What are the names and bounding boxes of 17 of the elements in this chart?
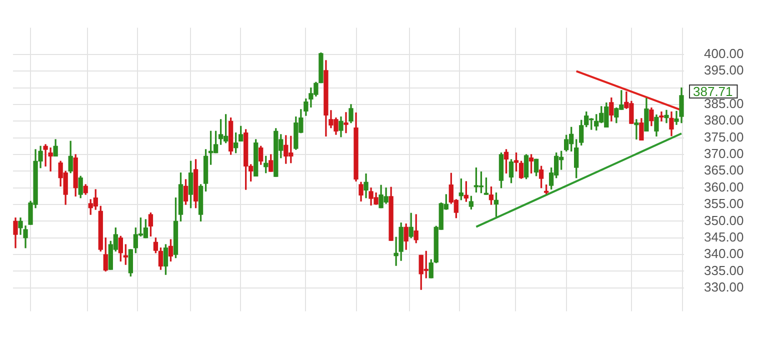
y-tick-label: 360.00 [704, 179, 744, 194]
y-tick-label: 395.00 [704, 62, 744, 78]
candlestick [664, 110, 669, 124]
y-tick-label: 340.00 [704, 246, 744, 262]
y-tick-label: 345.00 [704, 229, 744, 244]
y-tick-label: 355.00 [704, 196, 744, 212]
candlestick [634, 119, 639, 140]
y-tick-label: 330.00 [704, 279, 744, 294]
y-tick-label: 380.00 [704, 112, 744, 128]
y-tick-label: 400.00 [704, 46, 744, 62]
y-tick-label: 370.00 [704, 146, 744, 162]
candlestick [344, 112, 348, 134]
y-tick-label: 375.00 [704, 129, 744, 144]
candlestick [659, 111, 664, 122]
y-tick-label: 350.00 [704, 212, 744, 228]
y-tick-label: 335.00 [704, 262, 744, 278]
y-tick-label: 365.00 [704, 162, 744, 178]
